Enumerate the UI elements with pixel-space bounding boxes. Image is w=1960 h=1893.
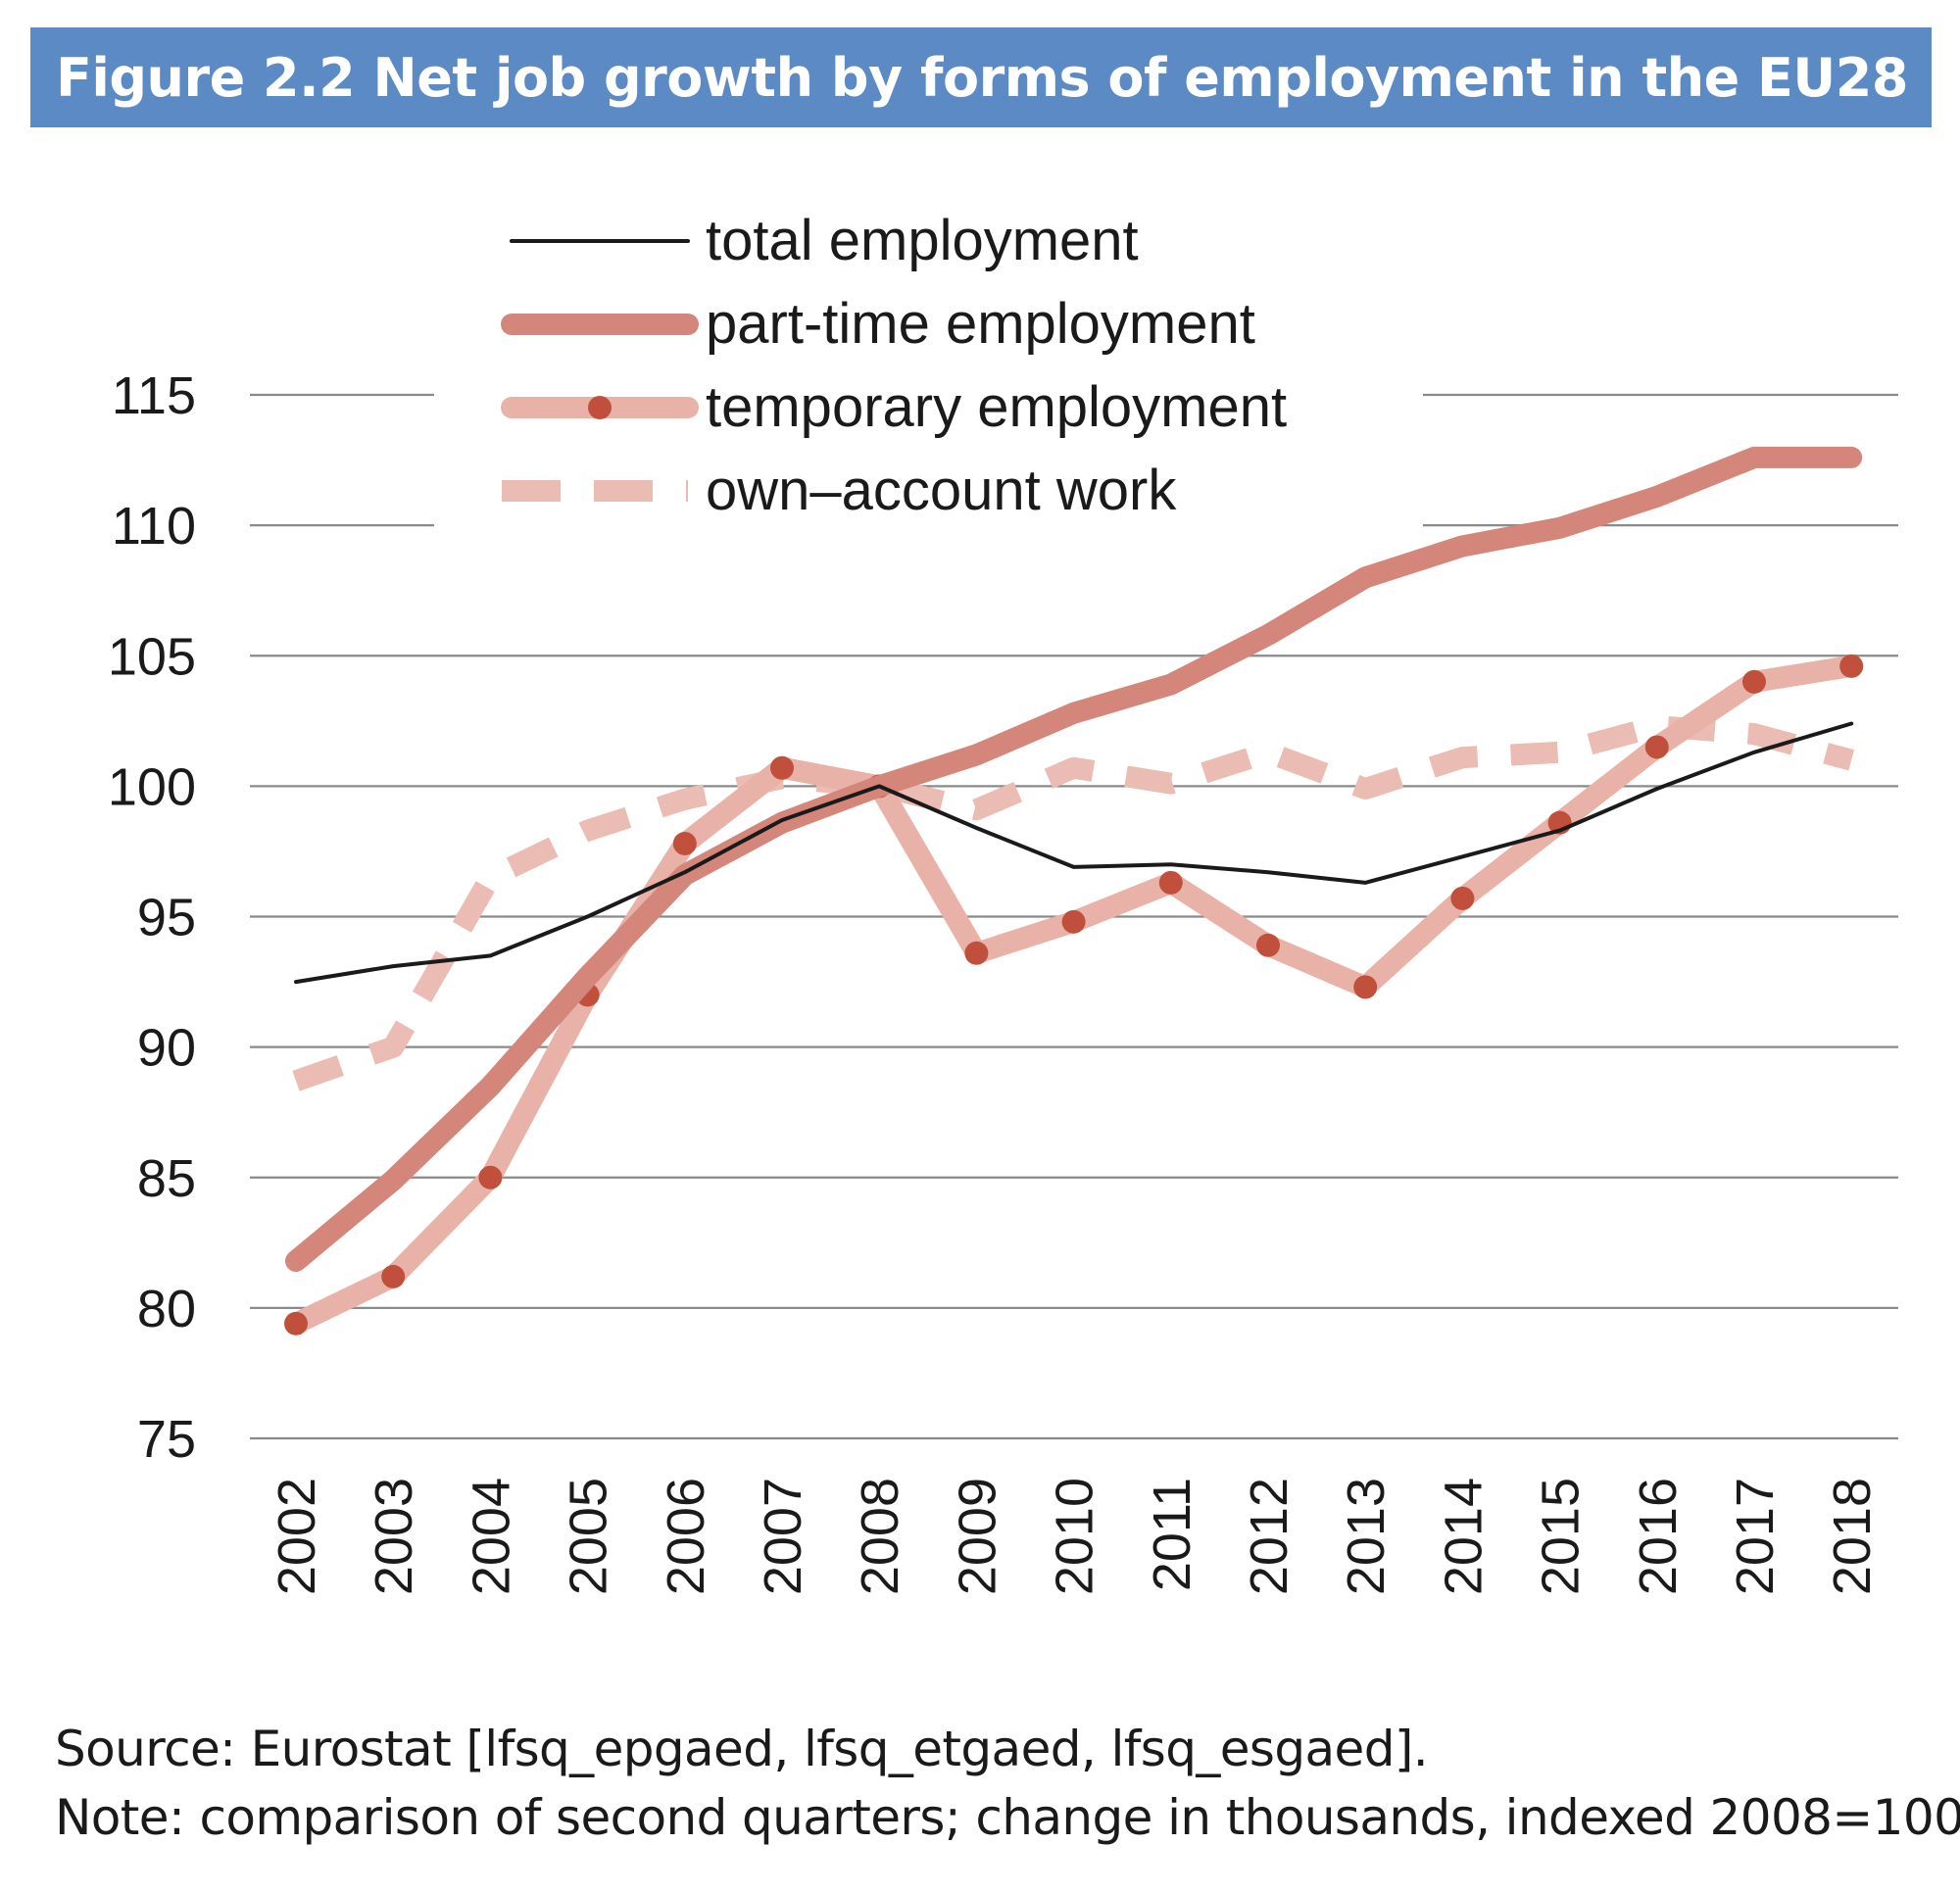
data-point-temporary-employment — [672, 831, 697, 855]
data-point-temporary-employment — [964, 941, 989, 965]
data-point-temporary-employment — [1644, 735, 1669, 759]
legend-label-own-account-work: own–account work — [706, 459, 1177, 522]
y-tick-label: 100 — [108, 757, 196, 816]
series-line-own-account-work — [292, 715, 1855, 1092]
x-tick-label: 2004 — [462, 1478, 520, 1595]
x-tick-label: 2017 — [1726, 1478, 1785, 1595]
series-line-total-employment — [294, 721, 1854, 985]
legend-label-total-employment: total employment — [706, 209, 1139, 272]
y-tick-label: 95 — [137, 889, 196, 947]
legend-label-temporary-employment: temporary employment — [706, 375, 1287, 439]
data-point-temporary-employment — [1353, 975, 1378, 999]
y-tick-label: 80 — [137, 1280, 196, 1338]
y-tick-label: 90 — [137, 1019, 196, 1078]
data-point-temporary-employment — [284, 1311, 308, 1335]
x-tick-label: 2007 — [754, 1478, 812, 1595]
method-note: Note: comparison of second quarters; cha… — [55, 1789, 1960, 1846]
y-tick-label: 105 — [108, 627, 196, 686]
y-tick-label: 115 — [112, 366, 196, 425]
legend: total employment part-time employment temp… — [501, 209, 1287, 522]
data-point-temporary-employment — [1061, 909, 1086, 934]
source-note: Source: Eurostat [lfsq_epgaed, lfsq_etga… — [55, 1721, 1429, 1777]
y-axis-ticks: 75 80 85 90 95 100 105 110 115 — [108, 366, 196, 1469]
x-tick-label: 2005 — [560, 1478, 618, 1595]
data-point-temporary-employment — [1450, 886, 1475, 910]
x-tick-label: 2014 — [1434, 1478, 1493, 1595]
x-tick-label: 2013 — [1337, 1478, 1396, 1595]
x-tick-label: 2010 — [1046, 1478, 1104, 1595]
figure-title: Figure 2.2 Net job growth by forms of em… — [56, 46, 1908, 109]
figure-title-bar: Figure 2.2 Net job growth by forms of em… — [30, 27, 1932, 127]
x-tick-label: 2012 — [1240, 1478, 1298, 1595]
series-lines — [284, 446, 1864, 1335]
y-tick-label: 85 — [137, 1149, 196, 1208]
y-tick-label: 110 — [112, 497, 196, 556]
x-tick-label: 2016 — [1629, 1478, 1688, 1595]
data-point-temporary-employment — [1742, 669, 1766, 694]
x-tick-label: 2002 — [268, 1478, 326, 1595]
data-point-temporary-employment — [381, 1264, 406, 1288]
legend-label-part-time-employment: part-time employment — [706, 292, 1255, 356]
x-tick-label: 2011 — [1143, 1478, 1201, 1591]
y-tick-label: 75 — [137, 1410, 196, 1469]
x-tick-label: 2018 — [1823, 1478, 1882, 1595]
data-point-temporary-employment — [1256, 933, 1280, 957]
legend-marker — [588, 396, 612, 419]
x-tick-label: 2009 — [948, 1478, 1006, 1595]
data-point-temporary-employment — [478, 1165, 503, 1189]
x-tick-label: 2015 — [1532, 1478, 1591, 1595]
x-tick-label: 2003 — [365, 1478, 423, 1595]
data-point-temporary-employment — [1839, 654, 1864, 678]
series-line-part-time-employment — [285, 446, 1863, 1272]
x-tick-label: 2008 — [851, 1478, 909, 1595]
data-point-temporary-employment — [1158, 870, 1183, 895]
x-tick-label: 2006 — [657, 1478, 715, 1595]
data-point-temporary-employment — [770, 755, 794, 780]
grid-lines — [250, 393, 1898, 1440]
x-axis-ticks: 2002 2003 2004 2005 2006 2007 2008 2009 2010 2011… — [268, 1478, 1882, 1595]
